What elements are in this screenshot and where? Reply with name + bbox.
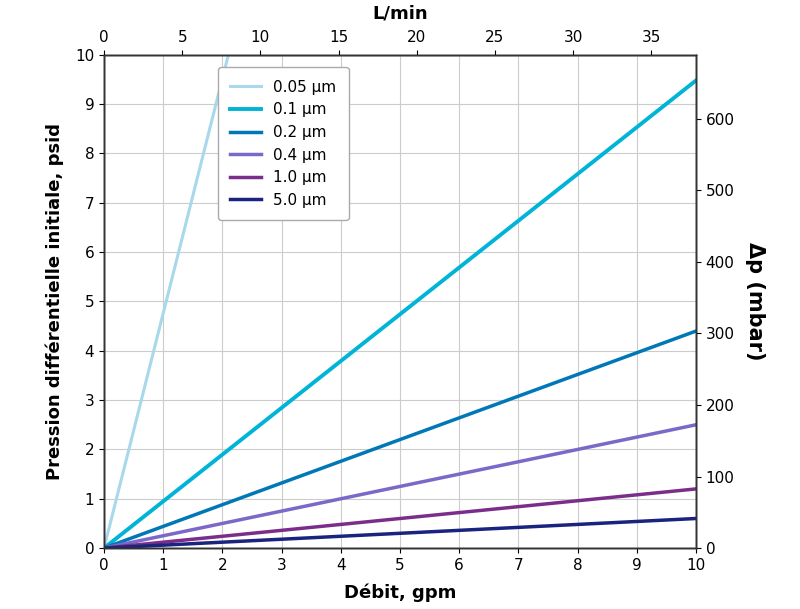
0.05 μm — [99, 544, 109, 552]
Line: 5.0 μm: 5.0 μm — [104, 518, 696, 548]
0.1 μm — [419, 292, 429, 299]
0.4 μm — [380, 486, 390, 493]
5.0 μm — [677, 516, 686, 523]
0.2 μm — [380, 442, 390, 449]
0.05 μm — [421, 51, 430, 58]
0.4 μm — [419, 477, 429, 485]
Y-axis label: Pression différentielle initiale, psid: Pression différentielle initiale, psid — [46, 123, 64, 480]
X-axis label: L/min: L/min — [372, 5, 428, 23]
0.05 μm — [385, 51, 394, 58]
1.0 μm — [691, 485, 701, 493]
1.0 μm — [380, 516, 390, 524]
Line: 0.4 μm: 0.4 μm — [104, 425, 696, 548]
0.05 μm — [678, 51, 688, 58]
1.0 μm — [677, 487, 686, 494]
0.4 μm — [384, 485, 394, 493]
0.4 μm — [99, 544, 109, 552]
Y-axis label: Δp (mbar): Δp (mbar) — [746, 242, 766, 361]
0.4 μm — [691, 421, 701, 429]
5.0 μm — [380, 530, 390, 538]
0.1 μm — [585, 161, 594, 169]
0.4 μm — [451, 471, 461, 478]
Line: 0.1 μm: 0.1 μm — [104, 80, 696, 548]
0.2 μm — [451, 415, 461, 423]
0.05 μm — [453, 51, 462, 58]
0.1 μm — [384, 320, 394, 327]
Line: 0.2 μm: 0.2 μm — [104, 331, 696, 548]
5.0 μm — [691, 515, 701, 522]
1.0 μm — [585, 496, 594, 503]
5.0 μm — [585, 520, 594, 527]
Line: 1.0 μm: 1.0 μm — [104, 489, 696, 548]
Line: 0.05 μm: 0.05 μm — [104, 55, 696, 548]
0.05 μm — [382, 51, 391, 58]
0.2 μm — [419, 427, 429, 434]
1.0 μm — [384, 516, 394, 523]
1.0 μm — [419, 512, 429, 519]
5.0 μm — [419, 529, 429, 536]
0.1 μm — [677, 88, 686, 96]
0.2 μm — [384, 440, 394, 448]
0.05 μm — [224, 51, 234, 58]
1.0 μm — [99, 544, 109, 552]
1.0 μm — [451, 509, 461, 516]
0.2 μm — [691, 328, 701, 335]
0.1 μm — [451, 266, 461, 273]
0.05 μm — [691, 51, 701, 58]
0.4 μm — [585, 443, 594, 451]
0.1 μm — [99, 544, 109, 552]
0.2 μm — [585, 367, 594, 374]
0.05 μm — [586, 51, 595, 58]
0.2 μm — [99, 544, 109, 552]
X-axis label: Débit, gpm: Débit, gpm — [344, 584, 456, 602]
0.4 μm — [677, 424, 686, 431]
5.0 μm — [384, 530, 394, 538]
Legend: 0.05 μm, 0.1 μm, 0.2 μm, 0.4 μm, 1.0 μm, 5.0 μm: 0.05 μm, 0.1 μm, 0.2 μm, 0.4 μm, 1.0 μm,… — [218, 68, 349, 220]
0.2 μm — [677, 333, 686, 340]
5.0 μm — [451, 527, 461, 534]
5.0 μm — [99, 544, 109, 552]
0.1 μm — [691, 77, 701, 84]
0.1 μm — [380, 322, 390, 329]
